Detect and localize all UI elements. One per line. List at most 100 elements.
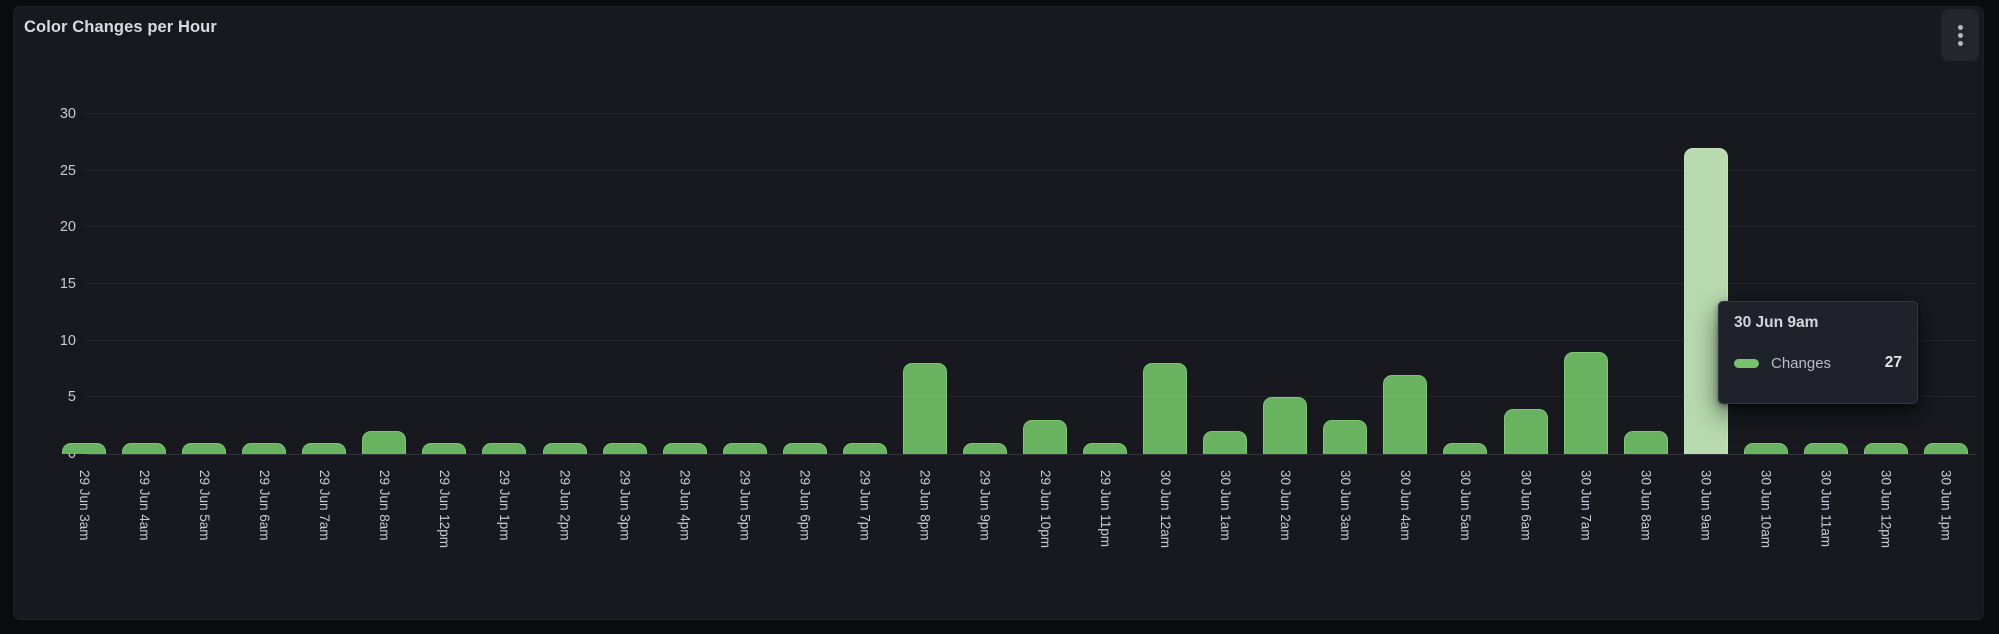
x-tick-cell: 29 Jun 12pm	[414, 470, 474, 616]
x-tick-cell: 29 Jun 5pm	[715, 470, 775, 616]
bar-column	[835, 114, 895, 454]
bar[interactable]	[1263, 397, 1308, 454]
bar[interactable]	[1923, 442, 1968, 454]
x-tick-label: 30 Jun 12pm	[1878, 470, 1894, 549]
bar-column	[1195, 114, 1255, 454]
x-axis-line	[86, 454, 1976, 455]
bar[interactable]	[842, 442, 887, 454]
bar[interactable]	[1083, 442, 1128, 454]
bar[interactable]	[722, 442, 767, 454]
x-tick-cell: 29 Jun 10pm	[1015, 470, 1075, 616]
bar[interactable]	[1563, 352, 1608, 454]
x-tick-cell: 29 Jun 2pm	[535, 470, 595, 616]
y-tick-label: 10	[59, 332, 76, 349]
y-tick-label: 25	[59, 162, 76, 179]
x-tick-label: 30 Jun 2am	[1278, 470, 1294, 541]
bar-column	[655, 114, 715, 454]
bar[interactable]	[242, 442, 287, 454]
x-tick-cell: 30 Jun 6am	[1496, 470, 1556, 616]
bar[interactable]	[662, 442, 707, 454]
y-tick-label: 5	[67, 389, 76, 406]
bar-column	[1135, 114, 1195, 454]
x-tick-cell: 29 Jun 8pm	[895, 470, 955, 616]
x-tick-cell: 29 Jun 11pm	[1075, 470, 1135, 616]
y-tick-label: 20	[59, 219, 76, 236]
bar[interactable]	[1143, 363, 1188, 454]
x-axis-labels: 29 Jun 3am 29 Jun 4am 29 Jun 5am 29 Jun 6am…	[54, 470, 1976, 616]
bar[interactable]	[182, 442, 227, 454]
bar-column	[595, 114, 655, 454]
bar-column	[294, 114, 354, 454]
tooltip-series-value: 27	[1884, 354, 1902, 371]
x-tick-label: 30 Jun 9am	[1698, 470, 1714, 541]
x-tick-label: 30 Jun 6am	[1518, 470, 1534, 541]
bar[interactable]	[1803, 442, 1848, 454]
bar[interactable]	[1203, 431, 1248, 454]
x-tick-label: 29 Jun 5pm	[737, 470, 753, 541]
panel-color-changes: Color Changes per Hour 0 5 10 15 20 25 30 29 J…	[13, 6, 1984, 620]
x-tick-label: 29 Jun 4pm	[677, 470, 693, 541]
x-tick-label: 30 Jun 7am	[1578, 470, 1594, 541]
bar-column	[174, 114, 234, 454]
x-tick-label: 29 Jun 7am	[317, 470, 333, 541]
x-tick-label: 29 Jun 1pm	[497, 470, 513, 541]
x-tick-cell: 29 Jun 8am	[354, 470, 414, 616]
x-tick-cell: 30 Jun 2am	[1255, 470, 1315, 616]
x-tick-label: 29 Jun 8pm	[917, 470, 933, 541]
bar[interactable]	[902, 363, 947, 454]
bar[interactable]	[1863, 442, 1908, 454]
bar-column	[1856, 114, 1916, 454]
x-tick-label: 30 Jun 1am	[1217, 470, 1233, 541]
x-tick-cell: 29 Jun 3pm	[595, 470, 655, 616]
bar-column	[1916, 114, 1976, 454]
bar[interactable]	[62, 442, 107, 454]
x-tick-cell: 30 Jun 12pm	[1856, 470, 1916, 616]
bar[interactable]	[1023, 420, 1068, 454]
bar[interactable]	[602, 442, 647, 454]
bar[interactable]	[302, 442, 347, 454]
x-tick-cell: 29 Jun 1pm	[474, 470, 534, 616]
bar[interactable]	[1323, 420, 1368, 454]
bar[interactable]	[1503, 408, 1548, 454]
bar[interactable]	[1383, 374, 1428, 454]
chart-tooltip: 30 Jun 9am Changes 27	[1718, 301, 1918, 404]
y-tick-label: 30	[59, 106, 76, 122]
bar-column	[1435, 114, 1495, 454]
kebab-vertical-icon	[1957, 32, 1963, 38]
bar[interactable]	[542, 442, 587, 454]
bar-column	[1556, 114, 1616, 454]
x-tick-cell: 30 Jun 3am	[1315, 470, 1375, 616]
x-tick-label: 30 Jun 10am	[1758, 470, 1774, 549]
bar-column	[1015, 114, 1075, 454]
bar[interactable]	[1443, 442, 1488, 454]
bar-chart-plot-area	[54, 113, 1976, 455]
x-tick-label: 30 Jun 12am	[1157, 470, 1173, 549]
y-axis-labels: 0 5 10 15 20 25 30	[14, 106, 76, 462]
bar-column	[715, 114, 775, 454]
x-tick-label: 29 Jun 7pm	[857, 470, 873, 541]
bar[interactable]	[962, 442, 1007, 454]
bar[interactable]	[782, 442, 827, 454]
x-tick-cell: 30 Jun 10am	[1736, 470, 1796, 616]
x-tick-cell: 30 Jun 9am	[1676, 470, 1736, 616]
x-tick-label: 30 Jun 4am	[1398, 470, 1414, 541]
bar[interactable]	[482, 442, 527, 454]
panel-title: Color Changes per Hour	[24, 18, 217, 36]
bar[interactable]	[122, 442, 167, 454]
bar[interactable]	[422, 442, 467, 454]
x-tick-label: 30 Jun 8am	[1638, 470, 1654, 541]
bar-column	[1736, 114, 1796, 454]
bar-column	[1616, 114, 1676, 454]
x-tick-cell: 29 Jun 4pm	[655, 470, 715, 616]
x-tick-cell: 30 Jun 5am	[1435, 470, 1495, 616]
x-tick-cell: 29 Jun 9pm	[955, 470, 1015, 616]
bar-column	[775, 114, 835, 454]
x-tick-label: 29 Jun 5am	[196, 470, 212, 541]
x-tick-cell: 30 Jun 12am	[1135, 470, 1195, 616]
bar-series	[54, 114, 1976, 454]
bar[interactable]	[362, 431, 407, 454]
bar[interactable]	[1623, 431, 1668, 454]
panel-menu-button[interactable]	[1941, 9, 1979, 61]
bar[interactable]	[1743, 442, 1788, 454]
